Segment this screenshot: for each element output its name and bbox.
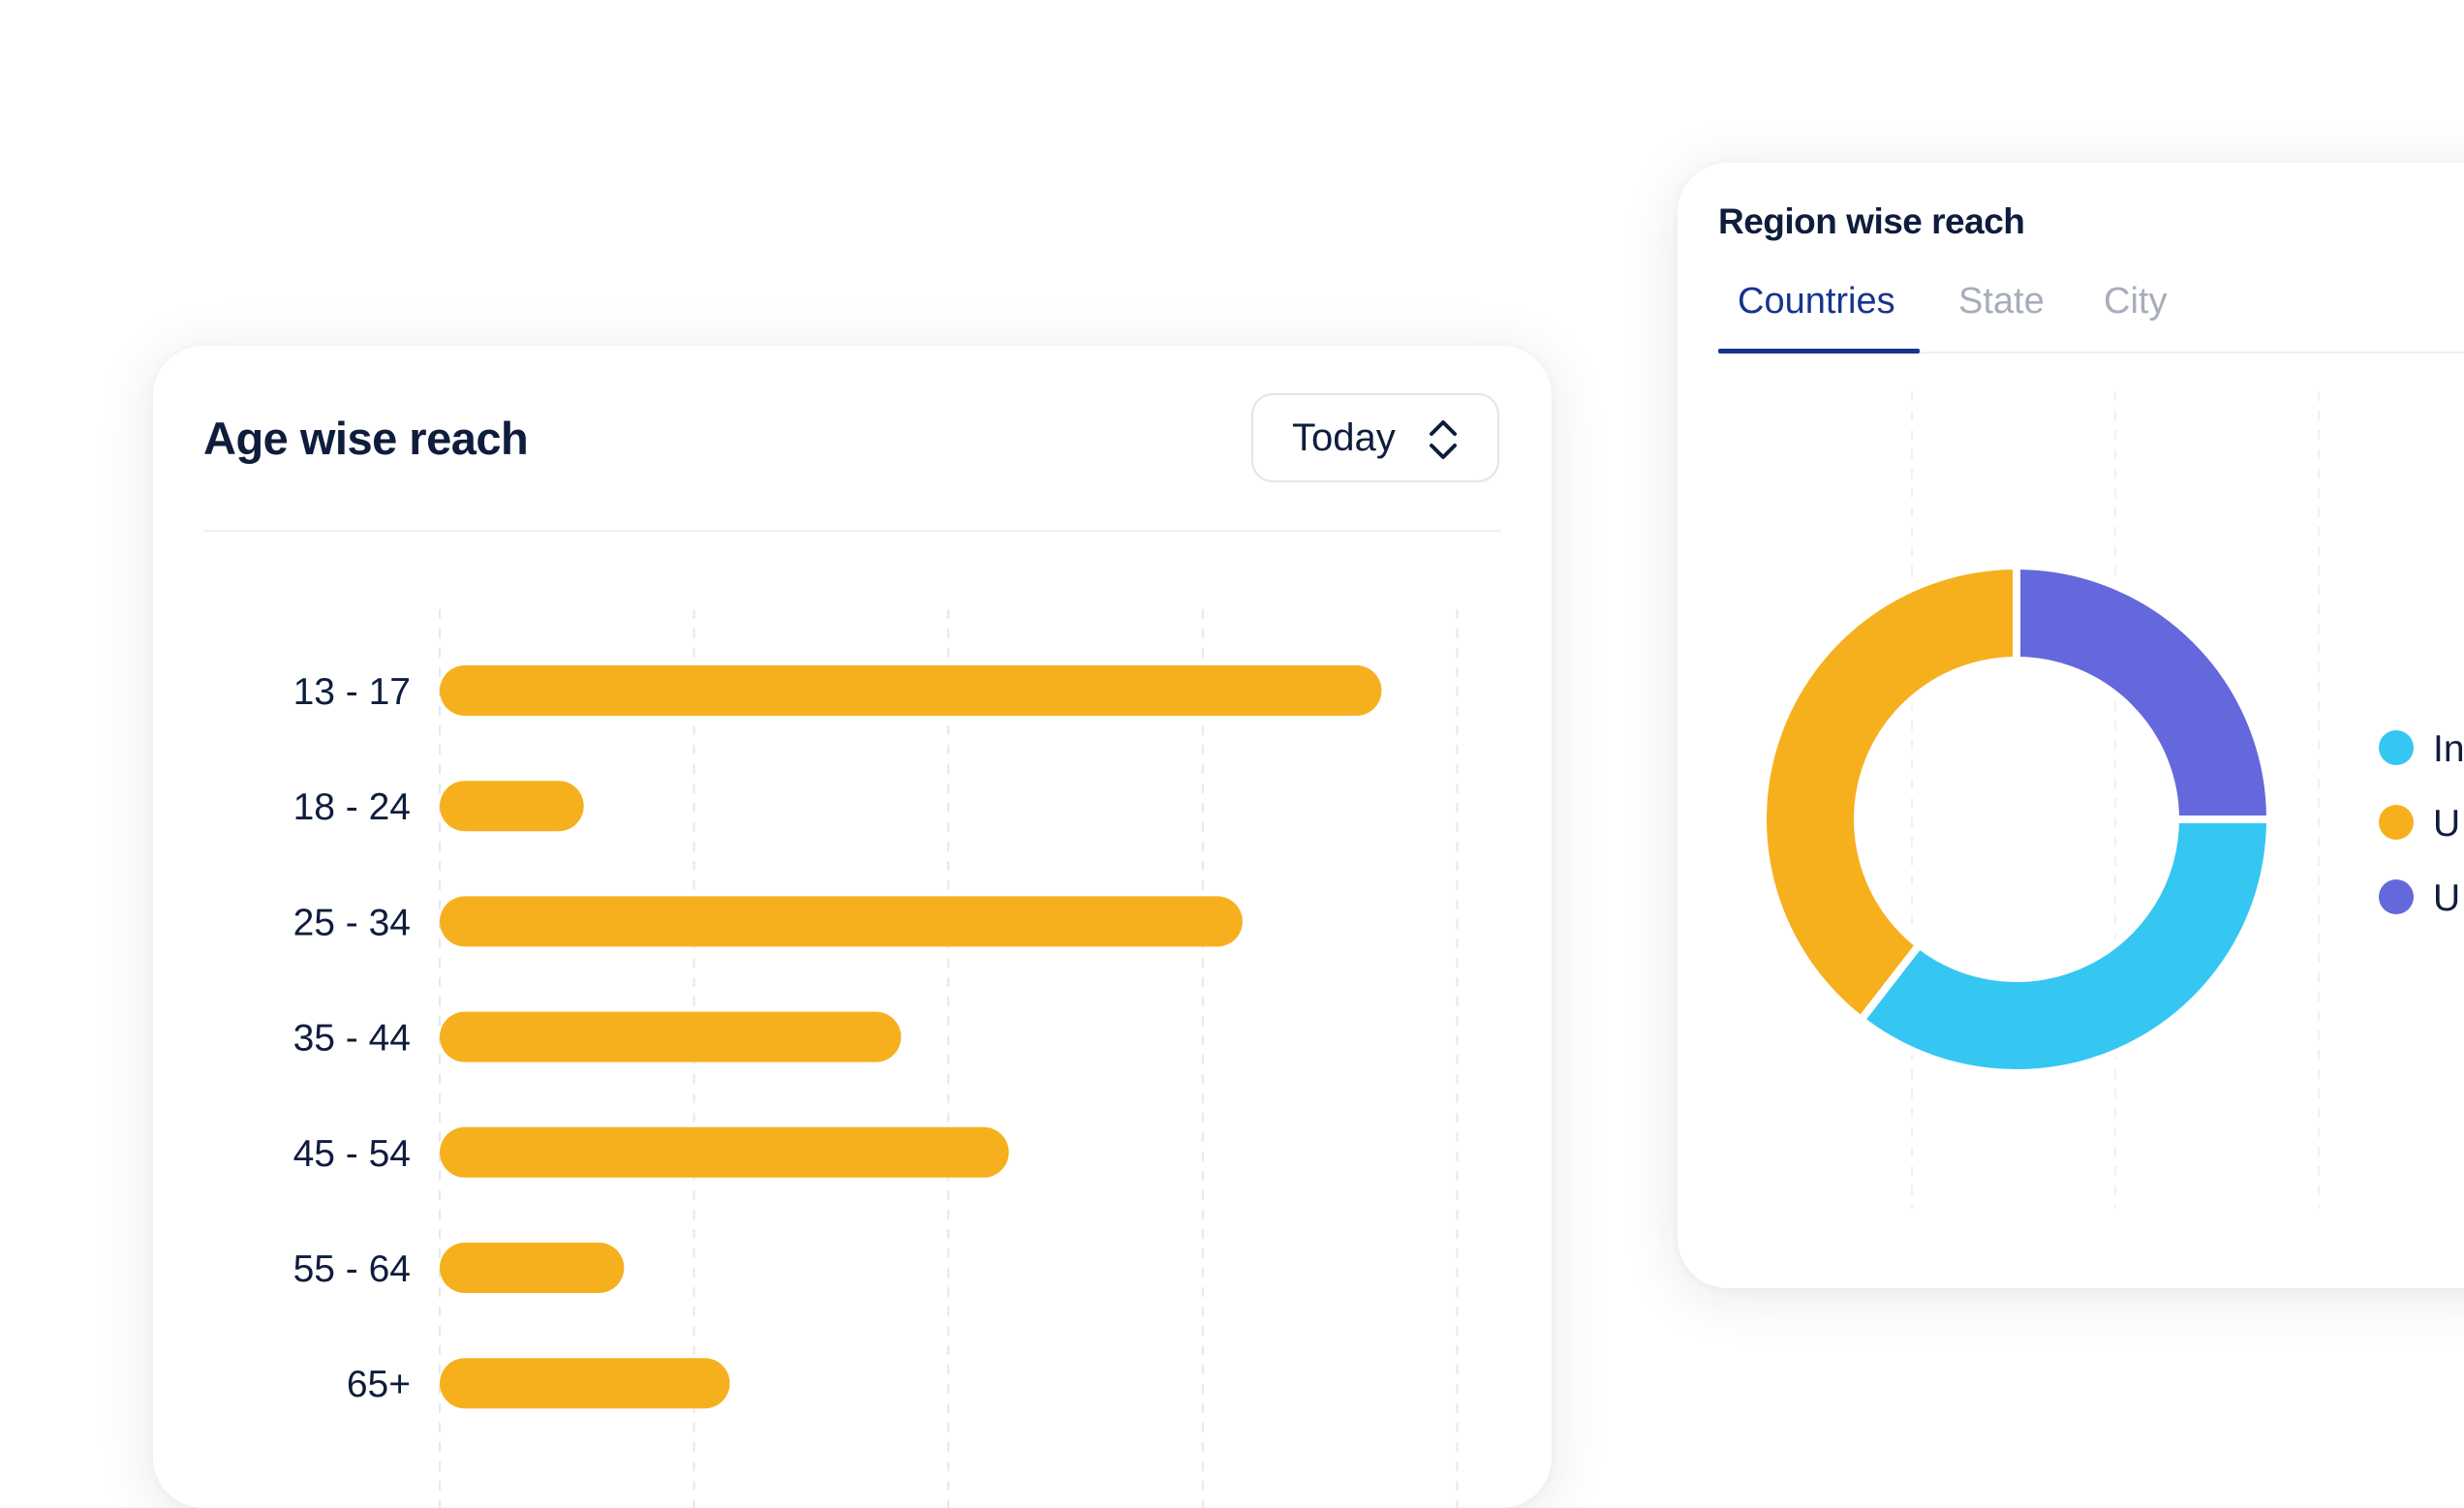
- chevron-up-down-icon: [1430, 420, 1457, 459]
- age-category-label: 55 - 64: [293, 1248, 411, 1290]
- region-tabs: Countries State City: [1718, 260, 2464, 354]
- age-bar: [440, 1358, 730, 1409]
- legend-label: U: [2433, 877, 2460, 919]
- active-tab-indicator: [1718, 349, 1920, 354]
- age-category-label: 25 - 34: [293, 902, 411, 943]
- donut-slice: [1855, 816, 2275, 1077]
- age-card-divider: [203, 530, 1501, 532]
- region-card-title: Region wise reach: [1718, 201, 2025, 241]
- age-wise-reach-card: Age wise reach Today 13 - 17 18 - 24 25 - …: [153, 346, 1552, 1508]
- region-donut-chart: In UU: [1759, 391, 2464, 1209]
- legend-label: U: [2433, 803, 2460, 845]
- legend-swatch: [2379, 805, 2414, 840]
- age-bar: [440, 896, 1243, 947]
- age-bar: [440, 781, 584, 832]
- donut-slice: [2013, 561, 2275, 823]
- age-category-label: 18 - 24: [293, 786, 411, 828]
- age-category-label: 65+: [347, 1364, 411, 1405]
- age-bar: [440, 1011, 902, 1062]
- age-bar: [440, 1126, 1009, 1178]
- age-bar: [440, 1243, 625, 1293]
- legend-swatch: [2379, 730, 2414, 765]
- age-card-title: Age wise reach: [203, 413, 529, 464]
- age-category-label: 35 - 44: [293, 1018, 411, 1060]
- region-wise-reach-card: Region wise reach Countries State City I…: [1678, 163, 2464, 1288]
- tab-countries[interactable]: Countries: [1738, 281, 1895, 322]
- age-bar: [440, 665, 1382, 716]
- tab-state[interactable]: State: [1958, 281, 2045, 322]
- legend-label: In: [2433, 728, 2464, 770]
- age-category-label: 13 - 17: [293, 671, 411, 713]
- donut-slice: [1759, 561, 2020, 1026]
- tab-city[interactable]: City: [2104, 281, 2168, 322]
- tabs-divider: [1920, 352, 2464, 354]
- legend-swatch: [2379, 879, 2414, 914]
- age-category-label: 45 - 54: [293, 1133, 411, 1175]
- age-bar-chart: 13 - 17 18 - 24 25 - 34 35 - 44 45 - 54 55 - …: [293, 609, 1459, 1508]
- period-dropdown-value: Today: [1292, 416, 1396, 459]
- period-dropdown[interactable]: Today: [1251, 393, 1499, 482]
